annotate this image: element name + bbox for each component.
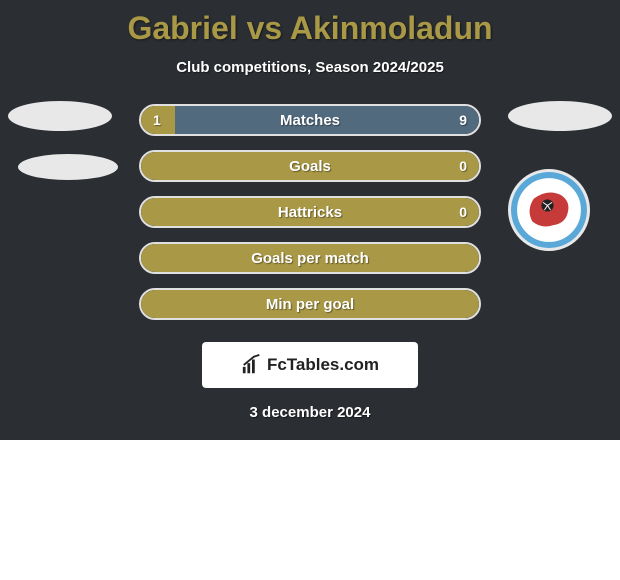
player-left-badge-1 [8, 101, 112, 131]
stat-bar: Hattricks0 [139, 196, 481, 228]
player-left-badge-2 [18, 154, 118, 180]
bar-label: Min per goal [141, 296, 479, 313]
stat-bar: Goals per match [139, 242, 481, 274]
date-label: 3 december 2024 [0, 404, 620, 421]
fctables-logo: FcTables.com [202, 342, 418, 388]
bar-label: Hattricks [141, 204, 479, 221]
bar-value-right: 0 [459, 158, 467, 174]
page-title: Gabriel vs Akinmoladun [0, 0, 620, 47]
club-badge-icon [511, 172, 587, 248]
chart-icon [241, 354, 263, 376]
comparison-card: Gabriel vs Akinmoladun Club competitions… [0, 0, 620, 440]
stat-bar: Matches1 9 [139, 104, 481, 136]
bar-value-right: 9 [459, 112, 467, 128]
bar-value-right: 0 [459, 204, 467, 220]
bar-label: Matches [141, 112, 479, 129]
club-badge [508, 169, 590, 251]
logo-text: FcTables.com [267, 355, 379, 375]
stat-bar: Min per goal [139, 288, 481, 320]
stats-area: Matches19Goals0Hattricks0Goals per match… [0, 104, 620, 320]
bar-value-left: 1 [153, 112, 161, 128]
bar-label: Goals per match [141, 250, 479, 267]
stat-bars: Matches19Goals0Hattricks0Goals per match… [139, 104, 481, 320]
bar-label: Goals [141, 158, 479, 175]
subtitle: Club competitions, Season 2024/2025 [0, 59, 620, 76]
stat-bar: Goals0 [139, 150, 481, 182]
player-right-badge-1 [508, 101, 612, 131]
